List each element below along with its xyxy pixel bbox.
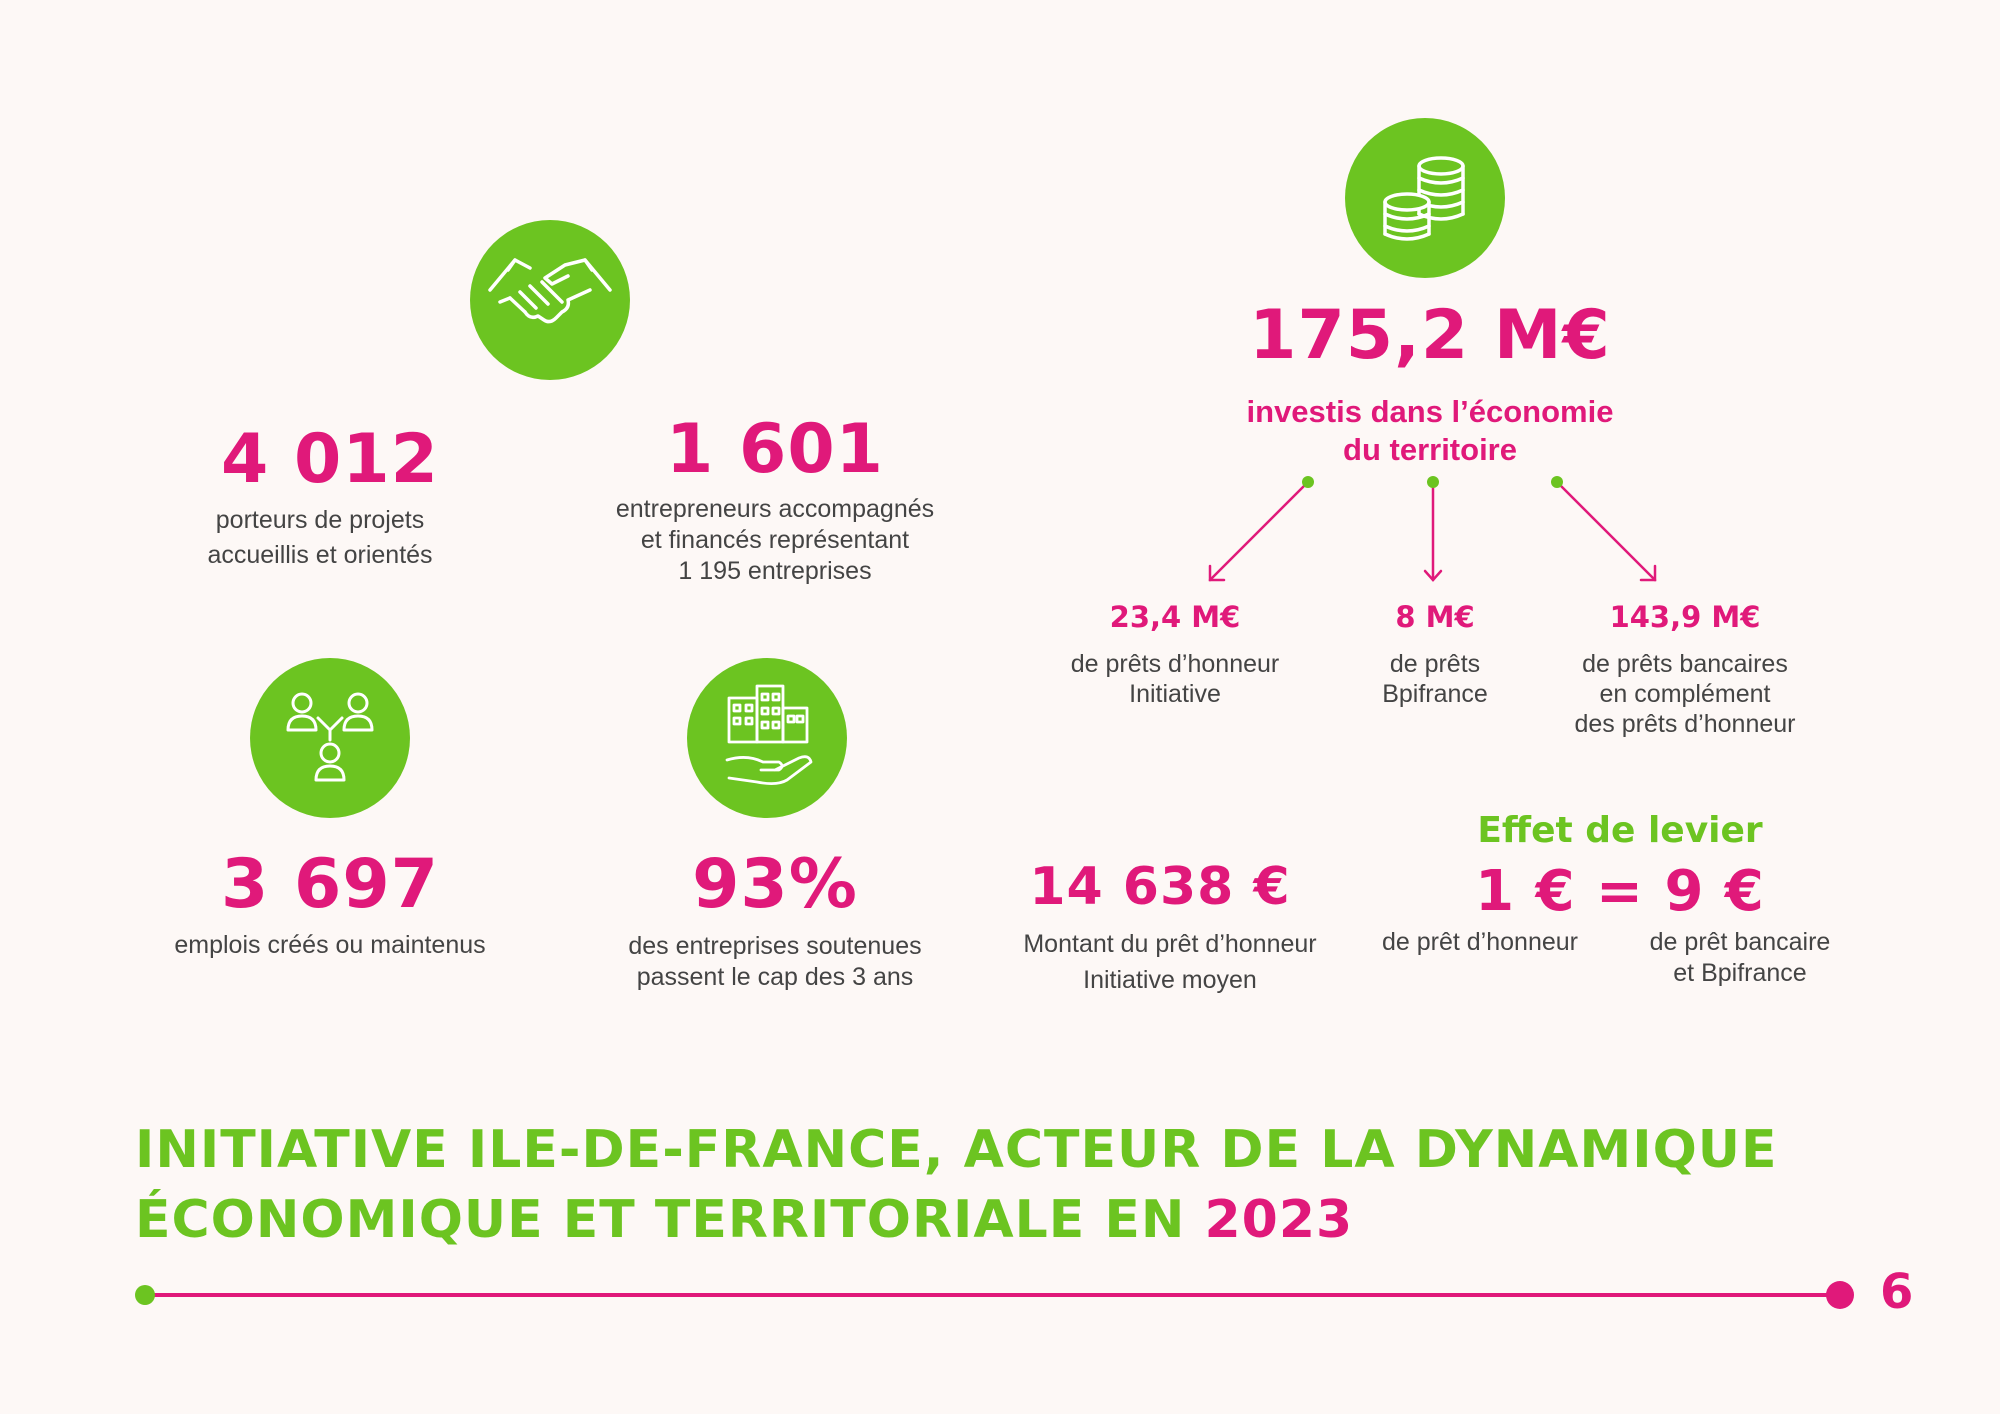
average-loan-value: 14 638 € xyxy=(1029,857,1291,917)
leverage-title: Effet de levier xyxy=(1477,810,1763,851)
breakdown-initiative-value: 23,4 M€ xyxy=(1109,600,1241,634)
breakdown-bpifrance-label: de prêts Bpifrance xyxy=(1382,650,1488,708)
investment-value: 175,2 M€ xyxy=(1249,296,1611,375)
stat-porteurs-label: porteurs de projets accueillis et orient… xyxy=(207,506,433,569)
breakdown-initiative-label: de prêts d’honneur Initiative xyxy=(1070,650,1280,708)
stat-entrepreneurs-value: 1 601 xyxy=(666,410,884,489)
breakdown-bpifrance-value: 8 M€ xyxy=(1395,600,1475,634)
footer-divider xyxy=(135,1281,1854,1309)
stat-survie-value: 93% xyxy=(692,845,858,924)
coins-icon xyxy=(1345,118,1505,278)
breakdown-bancaires-value: 143,9 M€ xyxy=(1609,600,1761,634)
page-heading-line1: INITIATIVE ILE-DE-FRANCE, ACTEUR DE LA D… xyxy=(135,1120,1778,1180)
people-network-icon xyxy=(250,658,410,818)
page-heading-year: 2023 xyxy=(1204,1190,1354,1250)
investment-label: investis dans l’économie du territoire xyxy=(1246,394,1614,467)
page-number: 6 xyxy=(1880,1264,1914,1320)
breakdown-arrows xyxy=(1208,476,1657,582)
breakdown-bancaires-label: de prêts bancaires en complément des prê… xyxy=(1574,650,1796,738)
page-heading-line2: ÉCONOMIQUE ET TERRITORIALE EN 2023 xyxy=(135,1190,1353,1250)
buildings-hand-icon xyxy=(687,658,847,818)
page-heading-line2-text: ÉCONOMIQUE ET TERRITORIALE EN xyxy=(135,1190,1205,1250)
leverage-left-label: de prêt d’honneur xyxy=(1382,928,1578,956)
stat-emplois-label: emplois créés ou maintenus xyxy=(174,931,486,959)
stat-survie-label: des entreprises soutenues passent le cap… xyxy=(628,932,922,991)
handshake-icon xyxy=(470,220,630,380)
stat-emplois-value: 3 697 xyxy=(221,845,439,924)
stat-entrepreneurs-label: entrepreneurs accompagnés et financés re… xyxy=(615,495,935,585)
leverage-right-label: de prêt bancaire et Bpifrance xyxy=(1649,928,1831,987)
stat-porteurs-value: 4 012 xyxy=(221,420,439,499)
leverage-value: 1 € = 9 € xyxy=(1475,859,1765,924)
average-loan-label: Montant du prêt d’honneur Initiative moy… xyxy=(1023,930,1317,994)
